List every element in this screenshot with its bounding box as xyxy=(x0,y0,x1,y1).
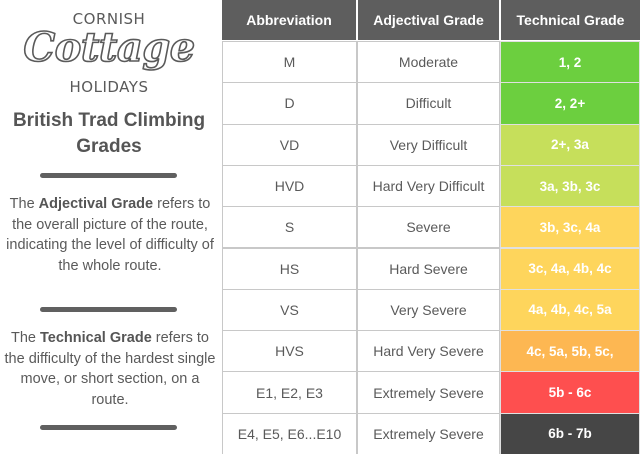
adjectival-grade-cell: Hard Very Difficult xyxy=(357,164,500,208)
adjectival-grade-cell: Moderate xyxy=(357,41,500,84)
header-adjectival-grade: Adjectival Grade xyxy=(358,0,499,40)
divider-1 xyxy=(40,173,177,178)
page-title-line-1: British Trad Climbing xyxy=(12,110,206,131)
technical-grade-cell: 2+, 3a xyxy=(500,123,640,166)
logo-line-1: CORNISH xyxy=(72,10,146,28)
adjectival-grade-description: The Adjectival Grade refers to the overa… xyxy=(4,194,216,276)
technical-grade-cell: 1, 2 xyxy=(500,41,640,84)
logo-line-3: HOLIDAYS xyxy=(69,78,149,96)
abbreviation-cell: HVS xyxy=(222,330,357,373)
abbreviation-cell: E1, E2, E3 xyxy=(222,371,357,414)
technical-grade-cell: 3b, 3c, 4a xyxy=(500,206,640,249)
technical-grade-cell: 2, 2+ xyxy=(500,82,640,125)
adjectival-grade-cell: Extremely Severe xyxy=(357,371,500,414)
para1-bold: Adjectival Grade xyxy=(38,196,154,212)
abbreviation-cell: E4, E5, E6...E10 xyxy=(222,412,357,454)
technical-grade-cell: 5b - 6c xyxy=(500,371,640,414)
para2-bold: Technical Grade xyxy=(40,330,152,346)
adjectival-grade-cell: Very Severe xyxy=(357,288,500,332)
adjectival-grade-cell: Difficult xyxy=(357,82,500,125)
abbreviation-cell: VD xyxy=(222,123,357,166)
technical-grade-cell: 4c, 5a, 5b, 5c, xyxy=(500,330,640,373)
adjectival-grade-cell: Very Difficult xyxy=(357,123,500,166)
divider-2 xyxy=(40,307,177,312)
page-title-line-2: Grades xyxy=(76,136,142,157)
technical-grade-description: The Technical Grade refers to the diffic… xyxy=(4,328,216,410)
adjectival-grade-cell: Severe xyxy=(357,206,500,249)
abbreviation-cell: VS xyxy=(222,288,357,332)
sidebar: CORNISH Cottage HOLIDAYS British Trad Cl… xyxy=(0,0,218,454)
technical-grade-cell: 6b - 7b xyxy=(500,412,640,454)
technical-grade-cell: 3c, 4a, 4b, 4c xyxy=(500,247,640,290)
header-abbreviation: Abbreviation xyxy=(222,0,356,40)
abbreviation-cell: S xyxy=(222,206,357,249)
abbreviation-cell: M xyxy=(222,41,357,84)
abbreviation-cell: HS xyxy=(222,247,357,290)
header-technical-grade: Technical Grade xyxy=(501,0,640,40)
para2-pre: The xyxy=(11,330,41,346)
adjectival-grade-cell: Extremely Severe xyxy=(357,412,500,454)
grades-table: Abbreviation Adjectival Grade Technical … xyxy=(222,0,640,454)
technical-grade-cell: 3a, 3b, 3c xyxy=(500,164,640,208)
page-title: British Trad Climbing Grades xyxy=(0,108,218,160)
technical-grade-cell: 4a, 4b, 4c, 5a xyxy=(500,288,640,332)
para1-pre: The xyxy=(9,196,39,212)
para1-post: refers to the overall picture of the rou… xyxy=(6,196,214,274)
adjectival-grade-cell: Hard Severe xyxy=(357,247,500,290)
adjectival-grade-cell: Hard Very Severe xyxy=(357,330,500,373)
cornish-cottage-holidays-logo: CORNISH Cottage HOLIDAYS xyxy=(0,6,218,98)
divider-3 xyxy=(40,425,177,430)
para2-post: refers to the difficulty of the hardest … xyxy=(4,330,216,408)
abbreviation-cell: HVD xyxy=(222,164,357,208)
abbreviation-cell: D xyxy=(222,82,357,125)
logo-line-2: Cottage xyxy=(23,23,196,72)
